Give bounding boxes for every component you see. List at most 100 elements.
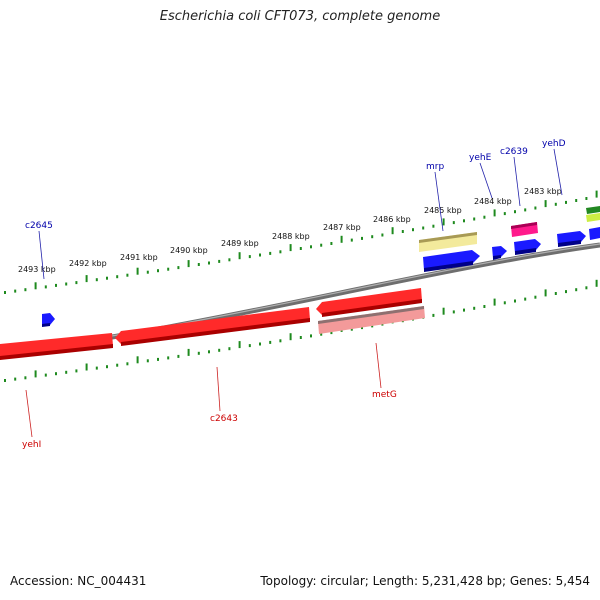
minor-tick [350, 238, 353, 242]
minor-tick [554, 292, 557, 295]
position-label: 2491 kbp [120, 253, 158, 262]
minor-tick [299, 247, 302, 250]
minor-tick [463, 308, 465, 312]
minor-tick [167, 267, 170, 271]
minor-tick [483, 305, 486, 308]
minor-tick [116, 275, 119, 279]
accession-text: Accession: NC_004431 [10, 574, 147, 588]
minor-tick [432, 224, 435, 228]
position-label: 2484 kbp [474, 197, 512, 206]
major-tick [187, 260, 190, 268]
forward-gene-yehe[interactable] [492, 246, 507, 260]
forward-gene-small[interactable] [42, 313, 55, 327]
forward-gene-yehd[interactable] [557, 231, 586, 247]
major-tick [544, 200, 547, 208]
minor-tick [310, 245, 312, 249]
major-tick [238, 341, 241, 349]
major-tick [595, 279, 598, 287]
minor-tick [473, 306, 476, 310]
position-labels: 2493 kbp 2492 kbp 2491 kbp 2490 kbp 2489… [18, 187, 562, 274]
minor-tick [208, 261, 210, 265]
forward-gene-mrp[interactable] [423, 250, 480, 272]
gene-label-yehi[interactable]: yehI [22, 440, 41, 450]
minor-tick [371, 235, 374, 239]
position-label: 2490 kbp [170, 246, 208, 255]
forward-gene-c2639[interactable] [514, 239, 541, 255]
minor-tick [381, 233, 384, 237]
minor-tick [106, 276, 108, 280]
minor-tick [483, 215, 486, 219]
feature-lime[interactable] [586, 213, 600, 222]
minor-tick [524, 208, 527, 212]
minor-tick [116, 363, 119, 367]
minor-tick [554, 202, 557, 206]
minor-tick [197, 351, 200, 355]
position-label: 2489 kbp [221, 239, 259, 248]
major-tick [391, 227, 394, 235]
major-tick [493, 209, 496, 217]
minor-tick [279, 339, 282, 343]
major-tick [34, 282, 37, 290]
position-label: 2483 kbp [524, 187, 562, 196]
minor-tick [4, 291, 6, 294]
position-label: 2492 kbp [69, 259, 107, 268]
minor-tick [218, 259, 221, 263]
gene-label-metg[interactable]: metG [372, 390, 397, 400]
minor-tick [401, 230, 404, 233]
minor-tick [248, 344, 251, 348]
position-label: 2488 kbp [272, 232, 310, 241]
reverse-gene-c2643[interactable] [115, 307, 310, 346]
gene-labels: c2645 mrp yehE c2639 yehD yehI c2643 met… [22, 139, 566, 450]
minor-tick [14, 289, 17, 293]
minor-tick [514, 299, 516, 303]
minor-tick [585, 197, 588, 200]
minor-tick [575, 199, 578, 202]
minor-tick [177, 354, 180, 358]
gene-label-yehe[interactable]: yehE [469, 153, 492, 163]
minor-tick [279, 250, 282, 254]
minor-tick [473, 217, 476, 221]
minor-tick [4, 379, 6, 382]
minor-tick [565, 200, 567, 204]
gene-label-mrp[interactable]: mrp [426, 162, 444, 172]
minor-tick [432, 313, 435, 317]
minor-tick [65, 370, 68, 374]
minor-tick [44, 373, 47, 377]
minor-tick [310, 334, 312, 338]
major-tick [136, 267, 139, 275]
gene-label-c2643[interactable]: c2643 [210, 414, 238, 424]
minor-tick [330, 242, 333, 245]
reverse-gene-metg-lower[interactable] [318, 306, 425, 334]
feature-green[interactable] [586, 206, 600, 214]
forward-gene-edge[interactable] [589, 227, 600, 240]
minor-tick [320, 332, 323, 336]
minor-tick [197, 263, 200, 266]
minor-tick [146, 270, 149, 274]
reverse-gene-yehi[interactable] [0, 333, 113, 360]
major-tick [34, 370, 37, 378]
topology-text: Topology: circular; Length: 5,231,428 bp… [260, 574, 590, 588]
major-tick [595, 190, 598, 198]
minor-tick [259, 342, 261, 346]
minor-tick [575, 288, 578, 292]
major-tick [442, 218, 445, 226]
feature-magenta[interactable] [511, 222, 538, 237]
minor-tick [65, 282, 68, 286]
minor-tick [412, 228, 414, 232]
callout-lines [25, 148, 563, 438]
minor-tick [24, 376, 27, 380]
feature-yellow[interactable] [419, 232, 477, 252]
minor-tick [452, 310, 455, 314]
gene-label-c2645[interactable]: c2645 [25, 221, 53, 231]
minor-tick [95, 366, 98, 370]
minor-tick [218, 348, 221, 352]
minor-tick [514, 210, 516, 214]
gene-label-yehd[interactable]: yehD [542, 139, 566, 149]
reverse-gene-metg[interactable] [316, 288, 422, 317]
gene-label-c2639[interactable]: c2639 [500, 147, 528, 157]
minor-tick [157, 269, 159, 273]
minor-tick [524, 297, 527, 301]
minor-tick [248, 255, 251, 259]
minor-tick [422, 226, 425, 230]
